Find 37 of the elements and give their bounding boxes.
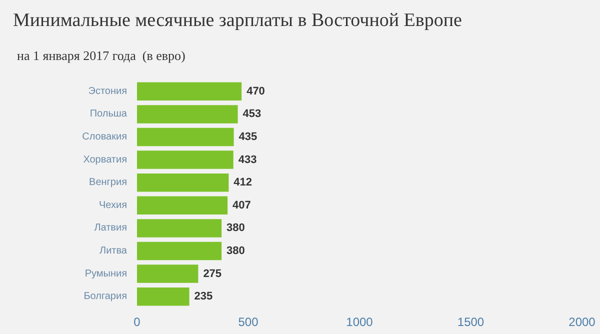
x-tick-label: 1500 [457, 315, 484, 329]
bar [137, 264, 198, 283]
chart-title: Минимальные месячные зарплаты в Восточной Европе [13, 10, 462, 31]
y-tick-label: Болгария [84, 291, 127, 302]
bar [137, 105, 238, 124]
data-label: 435 [238, 131, 258, 143]
y-tick-label: Литва [100, 246, 128, 256]
x-tick-label: 2000 [568, 315, 596, 329]
y-tick-label: Словакия [82, 132, 127, 142]
bar [137, 287, 190, 306]
y-tick-label: Румыния [84, 268, 127, 280]
y-tick-label: Чехия [98, 200, 127, 211]
bar [137, 242, 222, 260]
data-label: 407 [232, 199, 251, 212]
y-tick-label: Польша [90, 108, 128, 120]
bar [137, 150, 234, 169]
x-tick-label: 500 [238, 315, 259, 329]
y-tick-label: Хорватия [83, 154, 127, 166]
data-label: 412 [234, 176, 252, 189]
data-label: 380 [226, 222, 245, 234]
chart-subtitle: на 1 января 2017 года (в евро) [17, 48, 186, 63]
y-tick-label: Эстония [88, 86, 127, 97]
y-tick-label: Латвия [94, 222, 127, 234]
bar [137, 82, 242, 101]
bar [137, 128, 234, 146]
x-tick-label: 1000 [346, 315, 374, 329]
y-tick-label: Венгрия [89, 177, 127, 188]
data-label: 235 [194, 290, 213, 303]
data-label: 470 [246, 85, 265, 98]
x-tick-label: 0 [134, 315, 141, 329]
data-label: 453 [242, 108, 262, 120]
data-label: 380 [226, 245, 245, 257]
bar [137, 173, 229, 192]
data-label: 275 [203, 268, 222, 280]
data-label: 433 [238, 154, 257, 166]
bar [137, 219, 222, 238]
bar [137, 196, 228, 215]
